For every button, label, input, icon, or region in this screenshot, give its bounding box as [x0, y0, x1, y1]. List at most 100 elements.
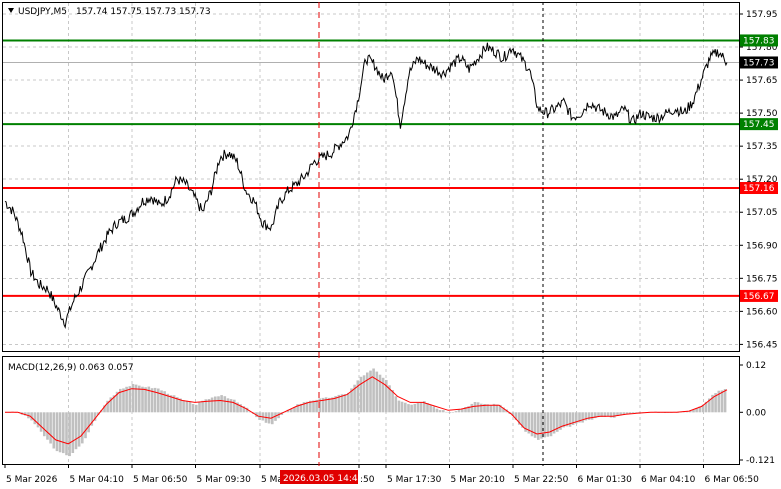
level-156-67-tag-label: 156.67 [743, 292, 775, 302]
macd-histogram-bar [480, 403, 483, 413]
macd-panel[interactable] [2, 356, 740, 465]
current-price-tag-label: 157.73 [743, 58, 775, 68]
macd-histogram-bar [106, 400, 109, 413]
macd-histogram-bar [55, 412, 59, 452]
macd-histogram-bar [204, 399, 208, 413]
macd-histogram-bar [179, 398, 182, 413]
macd-histogram-bar [429, 404, 432, 413]
macd-histogram-bar [638, 412, 641, 413]
macd-histogram-bar [549, 412, 553, 437]
macd-histogram-bar [239, 404, 242, 413]
macd-histogram-bar [597, 412, 600, 417]
macd-histogram-bar [419, 402, 423, 413]
macd-histogram-bar [185, 400, 189, 413]
price-tick-label: 157.35 [746, 142, 778, 152]
macd-histogram-bar [214, 396, 217, 413]
price-line [4, 42, 728, 329]
macd-signal-line [5, 376, 728, 445]
macd-histogram-bar [49, 412, 52, 444]
macd-histogram-bar [261, 412, 265, 421]
macd-histogram-bar [324, 397, 328, 413]
macd-histogram-bar [96, 412, 100, 415]
macd-histogram-bar [708, 398, 711, 413]
triangle-down-icon[interactable] [8, 8, 14, 13]
macd-histogram-bar [451, 412, 455, 413]
macd-label: MACD(12,26,9) 0.063 0.057 [8, 363, 134, 373]
macd-tick-label: -0.121 [746, 456, 775, 466]
macd-histogram-bar [435, 408, 439, 413]
macd-histogram-bar [391, 390, 394, 413]
macd-histogram-bar [236, 402, 239, 413]
macd-histogram-bar [312, 400, 315, 413]
macd-histogram-bar [556, 412, 559, 432]
macd-histogram-bar [163, 391, 166, 413]
macd-histogram-bar [495, 404, 499, 413]
macd-histogram-bar [511, 412, 515, 417]
macd-histogram-bar [628, 412, 632, 414]
macd-histogram-bar [454, 411, 458, 413]
macd-histogram-bar [546, 412, 550, 437]
level-157-45-tag-label: 157.45 [743, 120, 775, 130]
macd-histogram-bar [169, 395, 173, 413]
macd-histogram-bar [609, 412, 613, 418]
macd-axis: 0.12 0.00 -0.121 [739, 361, 775, 466]
macd-histogram-bar [115, 391, 119, 413]
time-tick-label: 5 Mar 09:30 [197, 475, 252, 485]
macd-histogram-bar [717, 390, 721, 413]
macd-histogram-bar [530, 412, 534, 437]
level-lines[interactable] [3, 39, 739, 297]
symbol-title: USDJPY,M5 [18, 7, 67, 17]
macd-histogram-bar [381, 377, 385, 413]
macd-histogram-bar [318, 398, 322, 413]
macd-histogram-bar [372, 368, 375, 413]
macd-histogram-bar [24, 412, 27, 416]
price-tick-label: 157.05 [746, 208, 778, 218]
macd-histogram-bar [207, 399, 211, 413]
time-tick-label: 6 Mar 06:50 [705, 475, 760, 485]
macd-tick-label: 0.12 [746, 361, 766, 371]
macd-histogram-bar [483, 404, 486, 413]
macd-histogram-bar [720, 390, 724, 413]
macd-histogram-bar [473, 402, 477, 413]
macd-histogram-bar [305, 401, 309, 413]
macd-histogram-bar [87, 412, 90, 433]
macd-histogram-bar [470, 403, 474, 413]
macd-histogram-bar [39, 412, 43, 432]
macd-histogram-bar [343, 394, 347, 413]
macd-histogram-bar [198, 402, 201, 413]
macd-histogram-bar [524, 412, 527, 432]
macd-histogram-bar [321, 397, 325, 413]
macd-histogram-bar [134, 384, 138, 413]
macd-histogram-bar [147, 386, 151, 413]
macd-histogram-bar [467, 406, 470, 413]
macd-histogram-bar [416, 403, 420, 413]
macd-histogram-bar [502, 407, 505, 413]
macd-histogram-bar [271, 412, 274, 425]
macd-histogram-bar [103, 405, 106, 413]
macd-histogram-bar [552, 412, 556, 434]
time-tick-label: 5 Mar 04:10 [70, 475, 125, 485]
macd-histogram-bar [356, 380, 360, 413]
macd-histogram-bar [229, 399, 233, 413]
macd-histogram-bar [128, 386, 132, 413]
macd-histogram-bar [245, 407, 249, 413]
macd-histogram-bar [603, 412, 607, 417]
macd-histogram-bar [407, 404, 410, 413]
macd-histogram-bar [616, 412, 619, 416]
price-axis: 157.95157.80157.65157.50157.35157.20157.… [739, 10, 778, 350]
macd-histogram-bar [404, 402, 407, 413]
macd-histogram-bar [131, 384, 135, 413]
time-tick-label: 5 Mar 06:50 [133, 475, 188, 485]
macd-histogram-bar [30, 412, 33, 421]
macd-histogram-bar [527, 412, 531, 434]
time-tick-label: :50 [360, 475, 375, 485]
macd-histogram-bar [388, 385, 391, 413]
price-tick-label: 157.20 [746, 175, 778, 185]
price-panel[interactable] [2, 2, 740, 352]
macd-histogram-bar [217, 396, 220, 413]
macd-histogram-bar [153, 387, 157, 413]
macd-histogram-bar [619, 412, 622, 416]
macd-histogram-bar [476, 402, 480, 413]
macd-histogram-bar [714, 393, 717, 413]
